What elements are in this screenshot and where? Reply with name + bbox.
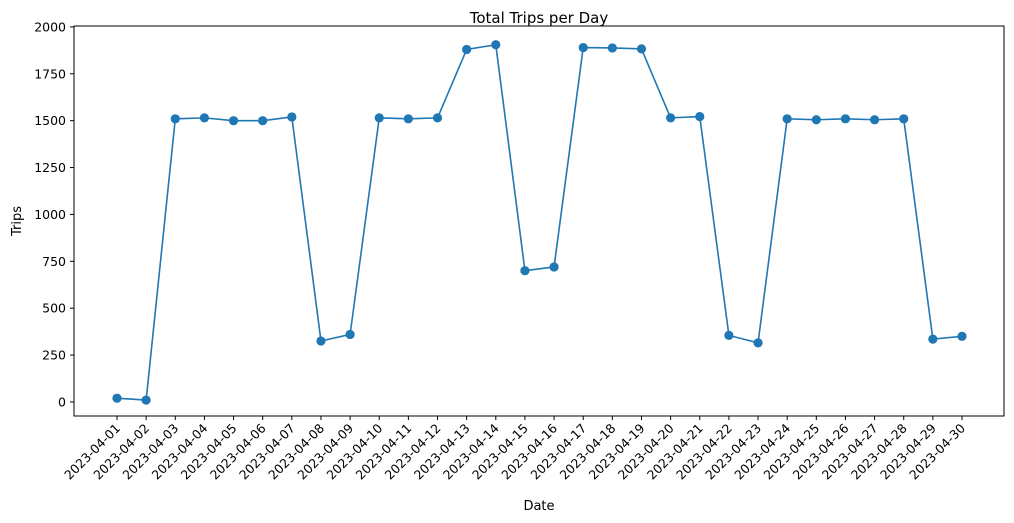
y-tick-label: 1750 (34, 66, 66, 81)
data-point (491, 40, 501, 50)
data-point (636, 44, 647, 54)
y-tick-label: 250 (42, 348, 66, 363)
data-point (549, 262, 559, 272)
y-tick-label: 750 (42, 254, 66, 269)
data-point (403, 114, 413, 124)
data-point (899, 114, 909, 124)
y-tick-label: 2000 (34, 19, 66, 34)
y-tick-label: 1250 (34, 160, 66, 175)
data-point (345, 329, 355, 340)
data-point (258, 116, 268, 126)
y-tick-label: 1500 (34, 113, 66, 128)
chart-title: Total Trips per Day (469, 9, 609, 27)
x-axis: 2023-04-012023-04-022023-04-032023-04-04… (61, 416, 968, 482)
data-point (316, 336, 326, 346)
series-layer (112, 40, 967, 405)
data-point (957, 331, 967, 341)
data-point (782, 114, 792, 124)
data-point (578, 42, 588, 53)
data-point (520, 266, 530, 276)
data-point (112, 393, 122, 403)
y-tick-label: 500 (42, 301, 66, 316)
data-point (607, 43, 617, 53)
data-point (753, 338, 763, 348)
data-point (811, 115, 821, 125)
data-point (666, 113, 676, 123)
data-point (228, 116, 239, 126)
x-axis-title: Date (523, 499, 554, 514)
series-line (116, 43, 963, 401)
data-point (432, 113, 443, 123)
y-tick-label: 0 (58, 394, 66, 409)
data-point (287, 112, 297, 122)
data-point (724, 330, 734, 340)
data-point (141, 395, 151, 405)
y-tick-label: 1000 (34, 207, 66, 222)
data-point (869, 115, 880, 125)
data-point (928, 334, 938, 344)
data-point (170, 114, 180, 124)
data-point (695, 111, 705, 122)
data-point (374, 113, 384, 123)
y-axis-title: Trips (10, 206, 25, 237)
data-point (462, 44, 472, 55)
plot-area (73, 25, 1005, 417)
y-axis: 0 250 500 750 1000 1250 1500 1750 2000 (34, 19, 74, 409)
data-point (199, 113, 210, 123)
data-point (840, 114, 851, 124)
